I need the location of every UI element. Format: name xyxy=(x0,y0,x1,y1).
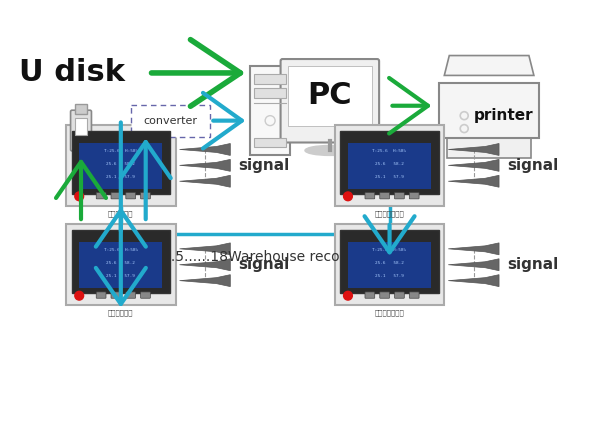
FancyBboxPatch shape xyxy=(254,88,286,98)
Text: 25.6   58.2: 25.6 58.2 xyxy=(106,261,135,265)
Polygon shape xyxy=(448,275,499,287)
Polygon shape xyxy=(444,56,534,75)
Text: signal: signal xyxy=(507,257,558,272)
FancyBboxPatch shape xyxy=(394,292,404,298)
Text: 二号采记录仪: 二号采记录仪 xyxy=(108,210,133,217)
FancyBboxPatch shape xyxy=(75,104,87,113)
Polygon shape xyxy=(448,243,499,255)
Text: 25.6   58.2: 25.6 58.2 xyxy=(106,162,135,166)
FancyBboxPatch shape xyxy=(340,130,439,194)
FancyBboxPatch shape xyxy=(380,193,390,199)
FancyBboxPatch shape xyxy=(96,193,106,199)
FancyBboxPatch shape xyxy=(141,292,151,298)
Text: 3.4.5......18Warehouse records: 3.4.5......18Warehouse records xyxy=(149,250,361,264)
Text: 25.1   57.9: 25.1 57.9 xyxy=(106,274,135,278)
Text: signal: signal xyxy=(507,158,558,173)
FancyBboxPatch shape xyxy=(111,292,121,298)
Text: signal: signal xyxy=(238,158,289,173)
FancyBboxPatch shape xyxy=(447,138,531,158)
FancyBboxPatch shape xyxy=(394,193,404,199)
FancyBboxPatch shape xyxy=(288,66,372,125)
FancyBboxPatch shape xyxy=(409,292,419,298)
Text: T:25.6  H:58%: T:25.6 H:58% xyxy=(372,248,407,252)
Text: printer: printer xyxy=(474,108,534,123)
FancyBboxPatch shape xyxy=(79,142,162,189)
FancyBboxPatch shape xyxy=(66,125,176,206)
Text: 25.1   57.9: 25.1 57.9 xyxy=(375,175,404,179)
Polygon shape xyxy=(448,143,499,155)
FancyBboxPatch shape xyxy=(348,242,431,288)
FancyBboxPatch shape xyxy=(72,230,170,293)
FancyBboxPatch shape xyxy=(75,117,87,135)
Circle shape xyxy=(343,291,352,300)
Polygon shape xyxy=(448,159,499,171)
Polygon shape xyxy=(180,175,230,187)
FancyBboxPatch shape xyxy=(111,193,121,199)
Text: 25.1   57.9: 25.1 57.9 xyxy=(106,175,135,179)
Text: converter: converter xyxy=(144,116,197,125)
FancyBboxPatch shape xyxy=(96,292,106,298)
FancyBboxPatch shape xyxy=(340,230,439,293)
FancyBboxPatch shape xyxy=(348,142,431,189)
FancyBboxPatch shape xyxy=(254,74,286,84)
FancyBboxPatch shape xyxy=(141,193,151,199)
FancyBboxPatch shape xyxy=(131,105,210,137)
Text: signal: signal xyxy=(238,257,289,272)
FancyBboxPatch shape xyxy=(439,83,539,138)
Polygon shape xyxy=(448,259,499,271)
FancyBboxPatch shape xyxy=(250,66,290,155)
Text: 25.1   57.9: 25.1 57.9 xyxy=(375,274,404,278)
FancyBboxPatch shape xyxy=(335,125,444,206)
FancyBboxPatch shape xyxy=(72,130,170,194)
Text: 十九号采记录仪: 十九号采记录仪 xyxy=(375,309,404,316)
Text: 25.6   58.2: 25.6 58.2 xyxy=(375,162,404,166)
FancyBboxPatch shape xyxy=(380,292,390,298)
Text: T:25.6  H:58%: T:25.6 H:58% xyxy=(372,149,407,153)
Text: 25.6   58.2: 25.6 58.2 xyxy=(375,261,404,265)
Polygon shape xyxy=(180,143,230,155)
Text: 三十号采记录仪: 三十号采记录仪 xyxy=(375,210,404,217)
FancyBboxPatch shape xyxy=(126,292,136,298)
Circle shape xyxy=(75,291,84,300)
FancyBboxPatch shape xyxy=(71,110,91,151)
Polygon shape xyxy=(180,243,230,255)
Text: U disk: U disk xyxy=(20,58,125,87)
FancyBboxPatch shape xyxy=(254,138,286,147)
FancyBboxPatch shape xyxy=(126,193,136,199)
FancyBboxPatch shape xyxy=(280,59,379,142)
Polygon shape xyxy=(180,275,230,287)
FancyBboxPatch shape xyxy=(66,224,176,305)
Text: 一号采记录仪: 一号采记录仪 xyxy=(108,309,133,316)
Text: T:25.6  H:58%: T:25.6 H:58% xyxy=(104,248,138,252)
FancyBboxPatch shape xyxy=(365,193,375,199)
FancyBboxPatch shape xyxy=(365,292,375,298)
Circle shape xyxy=(75,192,84,201)
Polygon shape xyxy=(180,259,230,271)
FancyBboxPatch shape xyxy=(335,224,444,305)
Circle shape xyxy=(343,192,352,201)
FancyBboxPatch shape xyxy=(409,193,419,199)
Polygon shape xyxy=(448,175,499,187)
Ellipse shape xyxy=(305,146,355,155)
Polygon shape xyxy=(180,159,230,171)
Text: PC: PC xyxy=(308,81,352,110)
FancyBboxPatch shape xyxy=(79,242,162,288)
Text: T:25.6  H:58%: T:25.6 H:58% xyxy=(104,149,138,153)
